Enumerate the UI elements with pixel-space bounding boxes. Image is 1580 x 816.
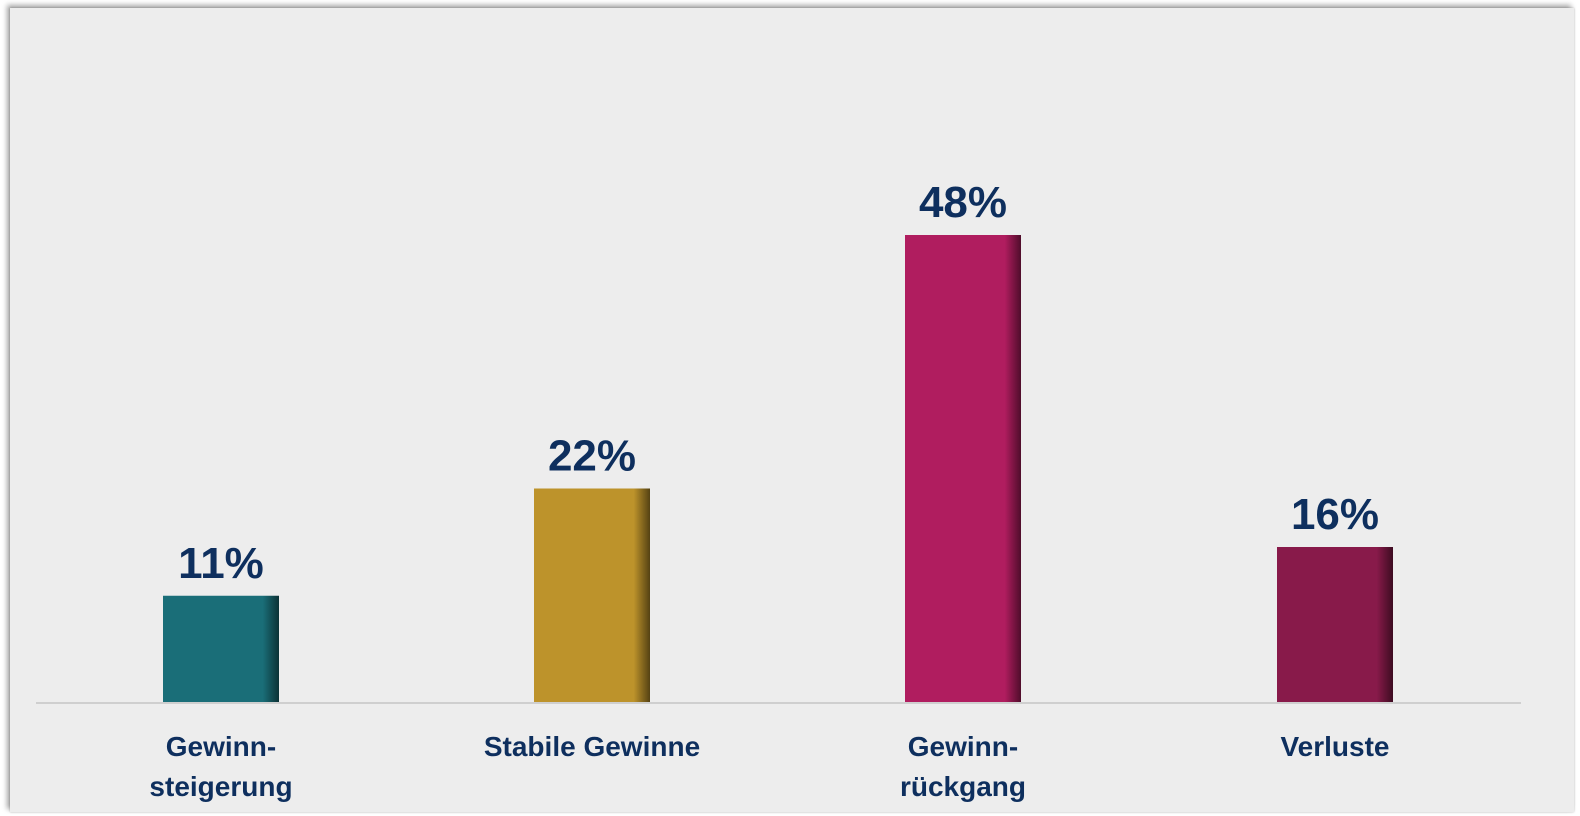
value-label-2: 22% (548, 432, 636, 481)
bar-chart: 11% Gewinn-steigerung 22% Stabile Gewinne 48… (36, 178, 1521, 802)
category-label-1-line-2: steigerung (149, 771, 292, 802)
bar-2 (534, 488, 650, 703)
chart-frame: 11% Gewinn-steigerung 22% Stabile Gewinne 48… (10, 8, 1574, 812)
value-label-4: 16% (1291, 490, 1379, 539)
bar-4 (1277, 547, 1393, 703)
value-label-3: 48% (919, 178, 1007, 227)
value-label-1: 11% (178, 539, 264, 588)
category-label-3-line-2: rückgang (900, 771, 1026, 802)
category-label-3-line-1: Gewinn- (908, 731, 1018, 762)
category-label-2: Stabile Gewinne (484, 731, 700, 762)
bar-3 (905, 235, 1021, 703)
bar-1 (163, 595, 279, 703)
category-label-1-line-1: Gewinn- (166, 731, 276, 762)
category-label-4: Verluste (1281, 731, 1390, 762)
